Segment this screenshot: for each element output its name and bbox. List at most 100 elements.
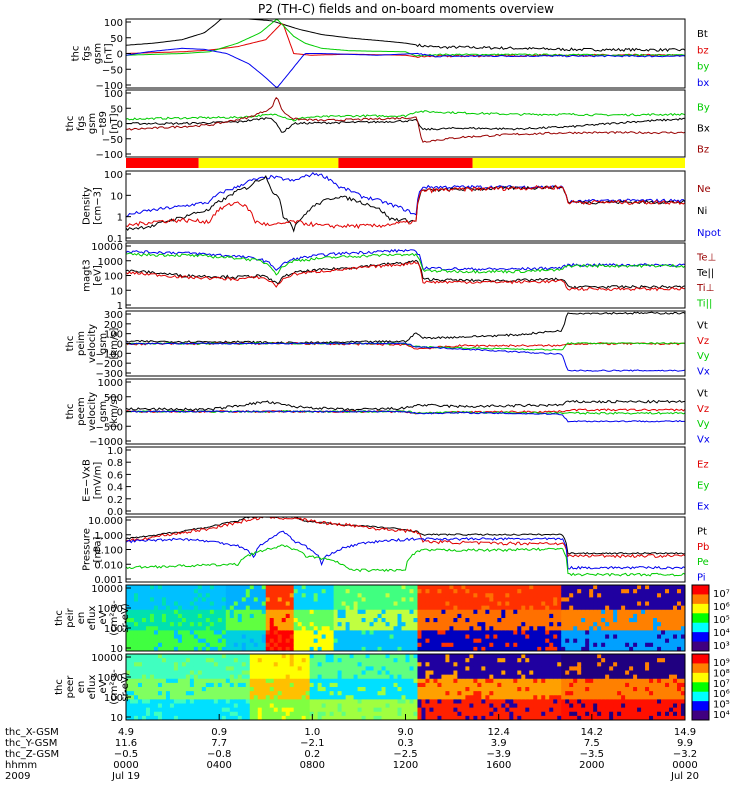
spectrogram-cell [209, 601, 215, 607]
spectrogram-cell [369, 662, 375, 667]
spectrogram-cell [217, 646, 223, 651]
spectrogram-cell [273, 613, 279, 619]
spectrogram-cell [365, 715, 371, 720]
spectrogram-cell [369, 642, 375, 648]
spectrogram-cell [225, 613, 231, 619]
spectrogram-cell [477, 634, 482, 640]
spectrogram-cell [281, 715, 287, 720]
spectrogram-cell [293, 691, 299, 696]
spectrogram-cell [126, 618, 131, 623]
spectrogram-cell [593, 626, 598, 631]
spectrogram-cell [401, 626, 407, 631]
spectrogram-cell [417, 630, 423, 636]
spectrogram-cell [449, 622, 455, 627]
spectrogram-cell [601, 597, 606, 603]
spectrogram-cell [413, 670, 419, 676]
spectrogram-cell [549, 691, 554, 696]
spectrogram-cell [445, 630, 451, 636]
spectrogram-cell [305, 589, 311, 594]
spectrogram-cell [525, 654, 530, 659]
spectrogram-cell [505, 605, 510, 611]
spectrogram-cell [489, 597, 494, 603]
spectrogram-cell [537, 642, 542, 648]
spectrogram-cell [485, 703, 490, 709]
spectrogram-cell [433, 666, 439, 672]
spectrogram-cell [517, 670, 522, 676]
spectrogram-cell [309, 601, 315, 607]
spectrogram-cell [213, 634, 219, 640]
spectrogram-cell [149, 601, 155, 607]
spectrogram-cell [245, 699, 251, 705]
spectrogram-cell [421, 666, 427, 672]
spectrogram-cell [613, 609, 618, 615]
spectrogram-cell [289, 622, 295, 627]
spectrogram-cell [337, 646, 343, 651]
spectrogram-cell [633, 597, 638, 603]
spectrogram-cell [229, 687, 235, 692]
spectrogram-cell [205, 666, 211, 672]
spectrogram-cell [413, 703, 419, 709]
spectrogram-cell [173, 695, 179, 700]
spectrogram-cell [389, 654, 395, 659]
spectrogram-cell [289, 638, 295, 644]
spectrogram-cell [677, 618, 682, 623]
spectrogram-cell [381, 634, 387, 640]
spectrogram-cell [669, 674, 674, 680]
spectrogram-cell [137, 715, 143, 720]
spectrogram-cell [525, 622, 530, 627]
spectrogram-cell [545, 711, 550, 717]
spectrogram-cell [557, 658, 562, 663]
spectrogram-cell [649, 585, 654, 590]
spectrogram-cell [509, 630, 514, 636]
spectrogram-cell [637, 678, 642, 684]
spectrogram-cell [581, 613, 586, 619]
spectrogram-cell [541, 711, 546, 717]
spectrogram-cell [229, 658, 235, 663]
spectrogram-cell [169, 687, 175, 692]
spectrogram-cell [445, 678, 451, 684]
spectrogram-cell [529, 609, 534, 615]
spectrogram-cell [169, 609, 175, 615]
spectrogram-cell [365, 658, 371, 663]
spectrogram-cell [173, 618, 179, 623]
spectrogram-cell [585, 711, 590, 717]
spectrogram-cell [341, 662, 347, 667]
x-tick-label: 2000 [579, 760, 604, 771]
spectrogram-cell [497, 630, 502, 636]
spectrogram-cell [681, 646, 685, 651]
spectrogram-cell [401, 687, 407, 692]
x-axis-row-label: hhmm [5, 760, 37, 771]
spectrogram-cell [361, 703, 367, 709]
spectrogram-cell [373, 589, 379, 594]
spectrogram-cell [173, 646, 179, 651]
spectrogram-cell [609, 715, 614, 720]
spectrogram-cell [493, 589, 498, 594]
spectrogram-cell [181, 711, 187, 717]
spectrogram-cell [189, 605, 195, 611]
spectrogram-cell [525, 642, 530, 648]
spectrogram-cell [345, 585, 351, 590]
spectrogram-cell [513, 682, 518, 688]
spectrogram-cell [245, 703, 251, 709]
spectrogram-cell [289, 711, 295, 717]
spectrogram-cell [601, 634, 606, 640]
spectrogram-cell [461, 707, 466, 713]
spectrogram-cell [541, 678, 546, 684]
spectrogram-cell [305, 626, 311, 631]
spectrogram-cell [333, 711, 339, 717]
spectrogram-cell [617, 658, 622, 663]
spectrogram-cell [173, 662, 179, 667]
spectrogram-cell [413, 618, 419, 623]
spectrogram-cell [549, 589, 554, 594]
spectrogram-cell [273, 670, 279, 676]
spectrogram-cell [481, 589, 486, 594]
spectrogram-cell [649, 622, 654, 627]
spectrogram-cell [377, 691, 383, 696]
spectrogram-cell [317, 589, 323, 594]
spectrogram-cell [361, 695, 367, 700]
spectrogram-cell [429, 609, 435, 615]
spectrogram-cell [557, 666, 562, 672]
spectrogram-cell [177, 678, 183, 684]
spectrogram-cell [217, 634, 223, 640]
spectrogram-cell [641, 626, 646, 631]
